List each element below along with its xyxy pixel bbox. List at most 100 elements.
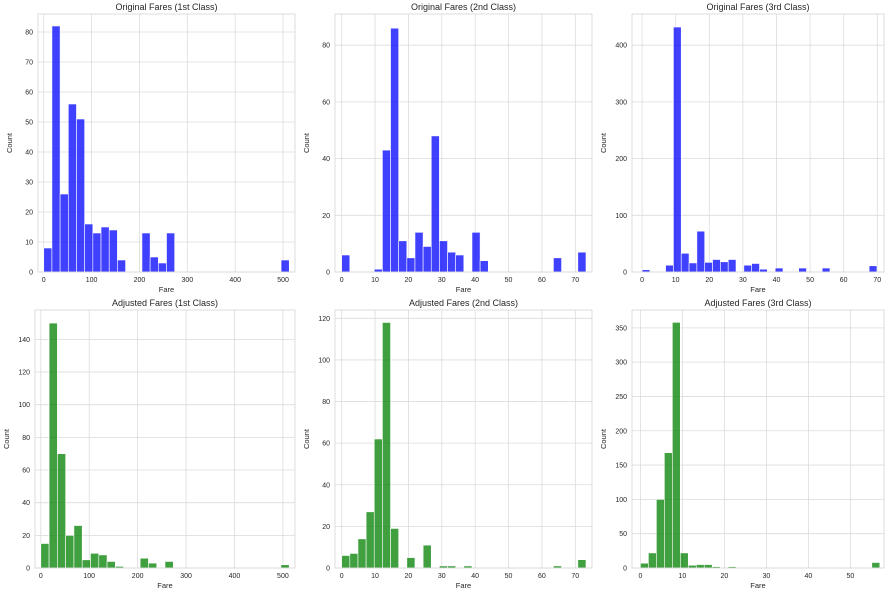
histogram-bar — [695, 564, 705, 569]
histogram-bar — [57, 453, 66, 569]
histogram-bar — [868, 265, 878, 273]
histogram-bar — [821, 267, 831, 273]
histogram-bar — [365, 511, 375, 569]
y-tick-label: 200 — [615, 156, 627, 163]
x-tick-label: 20 — [405, 277, 413, 284]
histogram-bar — [382, 322, 391, 569]
histogram-bar — [373, 268, 383, 273]
chart-title: Adjusted Fares (3rd Class) — [704, 298, 811, 308]
y-tick-label: 100 — [318, 357, 330, 364]
x-tick-label: 60 — [538, 573, 546, 580]
histogram-bar — [139, 557, 149, 569]
histogram-bar — [100, 226, 110, 273]
y-tick-label: 80 — [322, 43, 330, 50]
y-tick-label: 0 — [623, 566, 627, 573]
chart-title: Adjusted Fares (2nd Class) — [409, 298, 518, 308]
histogram-bar — [648, 552, 657, 569]
chart-panel: 0 100 200 300 400 500 0 20 40 60 80 100 120 140 Adjust… — [2, 298, 296, 590]
axes-frame — [37, 13, 296, 273]
x-tick-label: 10 — [672, 277, 680, 284]
histogram-bar — [398, 240, 408, 273]
histogram-bar — [48, 322, 58, 569]
y-tick-label: 0 — [623, 270, 627, 277]
histogram-bar — [447, 251, 456, 273]
histogram-bar — [59, 193, 69, 273]
x-tick-label: 400 — [229, 573, 241, 580]
histogram-bar — [280, 564, 290, 569]
x-tick-label: 50 — [847, 573, 855, 580]
histogram-bar — [40, 543, 50, 569]
y-tick-label: 80 — [25, 30, 33, 37]
y-tick-label: 20 — [22, 533, 30, 540]
histogram-bar — [479, 260, 489, 273]
axes-frame — [334, 13, 593, 273]
histogram-bar — [43, 247, 53, 273]
x-tick-label: 30 — [763, 573, 771, 580]
histogram-bar — [640, 562, 649, 569]
chart-panel: 0 10 20 30 40 50 60 70 0 100 200 300 400 Original Far… — [599, 2, 885, 294]
histogram-bar — [727, 259, 737, 273]
histogram-bar — [84, 223, 94, 273]
y-axis-label: Count — [599, 132, 608, 153]
x-axis-label: Fare — [456, 285, 471, 294]
histogram-bar — [141, 232, 151, 273]
histogram-bar — [92, 232, 102, 273]
y-axis-label: Count — [302, 428, 311, 449]
histogram-bar — [108, 229, 118, 273]
x-axis-label: Fare — [750, 285, 765, 294]
histogram-bar — [774, 267, 784, 273]
x-axis-label: Fare — [750, 581, 765, 590]
x-tick-label: 500 — [277, 573, 289, 580]
histogram-bar — [65, 535, 75, 569]
x-tick-label: 40 — [805, 573, 813, 580]
histogram-bar — [158, 262, 167, 273]
histogram-bar — [656, 499, 665, 569]
histogram-bar — [67, 103, 77, 273]
x-tick-label: 300 — [180, 573, 192, 580]
x-tick-label: 100 — [86, 277, 98, 284]
histogram-bar — [712, 259, 721, 273]
histogram-bar — [414, 232, 424, 273]
y-tick-label: 40 — [322, 156, 330, 163]
y-tick-label: 60 — [322, 99, 330, 106]
x-tick-label: 20 — [721, 573, 729, 580]
x-tick-label: 0 — [39, 573, 43, 580]
x-tick-label: 70 — [571, 277, 579, 284]
histogram-bar — [422, 246, 432, 273]
histogram-bar — [373, 438, 383, 569]
axes-frame — [334, 309, 593, 569]
x-tick-label: 10 — [371, 277, 379, 284]
y-tick-label: 40 — [322, 482, 330, 489]
x-tick-label: 40 — [773, 277, 781, 284]
histogram-bar — [743, 264, 752, 273]
chart-panel: 0 100 200 300 400 500 0 10 20 30 40 50 60 70 80 Origina… — [5, 2, 296, 294]
y-tick-label: 60 — [322, 441, 330, 448]
histogram-bar — [341, 254, 351, 273]
histogram-bar — [679, 552, 689, 569]
y-tick-label: 50 — [25, 120, 33, 127]
histogram-bar — [688, 262, 698, 273]
y-tick-label: 50 — [619, 531, 627, 538]
chart-title: Original Fares (1st Class) — [115, 2, 217, 12]
x-axis-label: Fare — [157, 581, 172, 590]
histogram-bar — [390, 528, 399, 569]
axes-frame — [631, 13, 885, 273]
x-tick-label: 20 — [705, 277, 713, 284]
y-tick-label: 100 — [615, 213, 627, 220]
x-tick-label: 300 — [181, 277, 193, 284]
x-tick-label: 60 — [840, 277, 848, 284]
chart-panel: 0 10 20 30 40 50 0 50 100 150 200 250 300 350 Adjusted… — [599, 298, 885, 590]
x-tick-label: 0 — [340, 277, 344, 284]
x-tick-label: 100 — [83, 573, 95, 580]
y-tick-label: 80 — [22, 435, 30, 442]
y-tick-label: 0 — [326, 270, 330, 277]
histogram-bar — [439, 240, 448, 273]
y-axis-label: Count — [5, 132, 14, 153]
histogram-bar — [349, 553, 359, 569]
histogram-bar — [798, 267, 807, 273]
y-tick-label: 120 — [318, 316, 330, 323]
y-tick-label: 40 — [25, 150, 33, 157]
x-tick-label: 500 — [277, 277, 289, 284]
histogram-bar — [166, 232, 175, 273]
histogram-bar — [382, 149, 391, 273]
